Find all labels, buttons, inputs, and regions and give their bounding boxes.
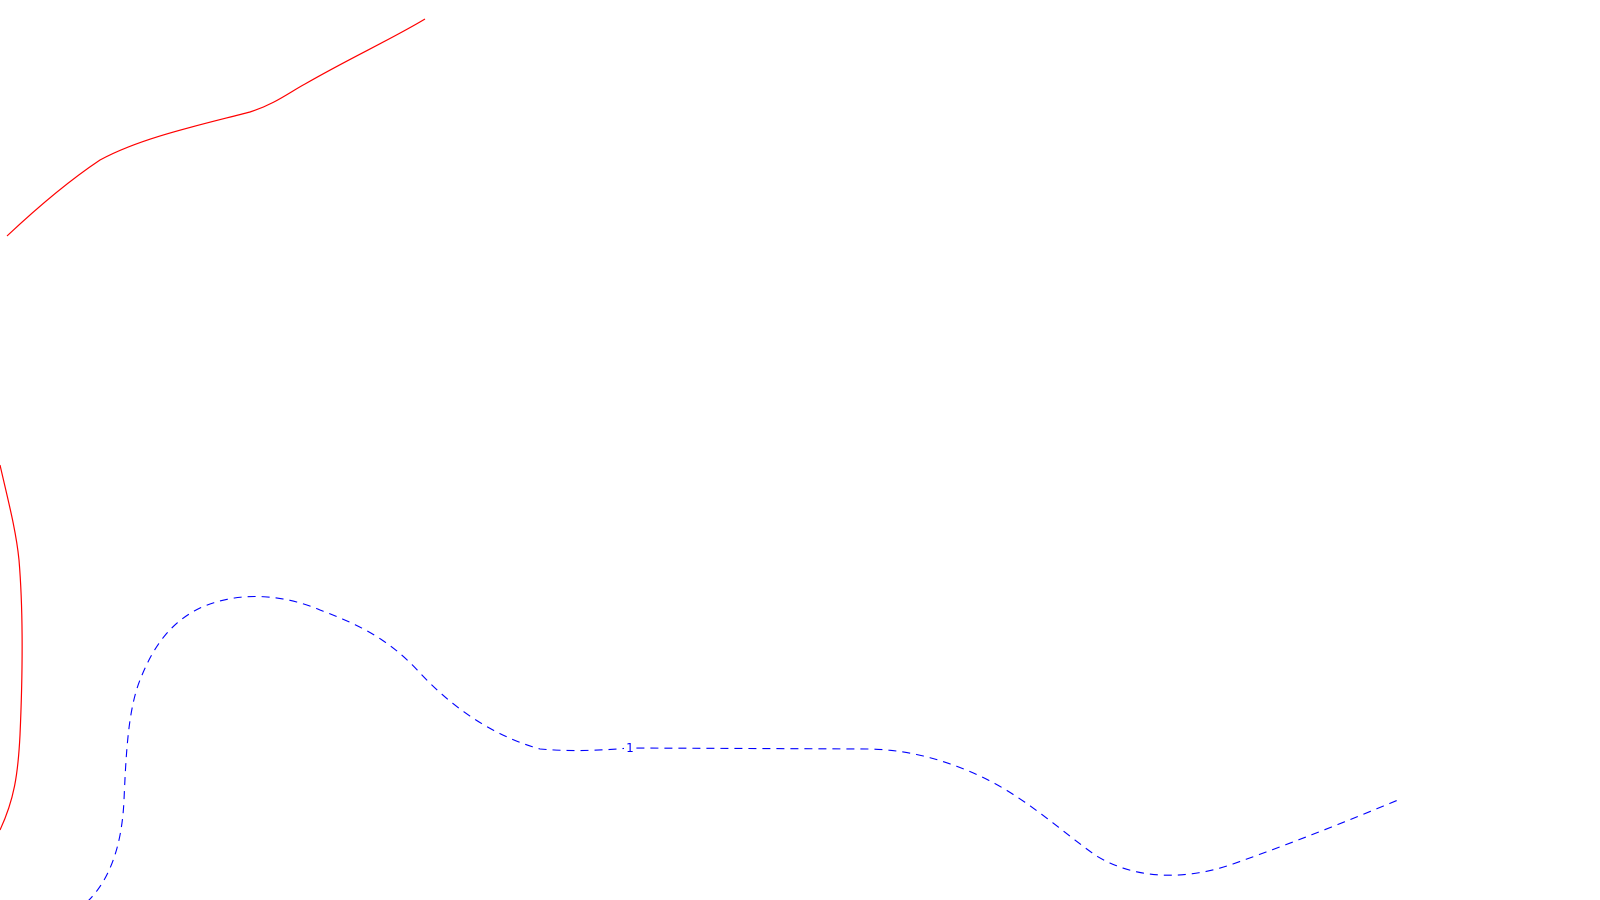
blue-curve-label: 1	[626, 741, 634, 755]
red-curve-left	[0, 464, 23, 831]
blue-dashed-curve	[88, 595, 1399, 900]
red-curve-top	[6, 18, 426, 237]
blue-curve-label-bg	[624, 739, 636, 753]
